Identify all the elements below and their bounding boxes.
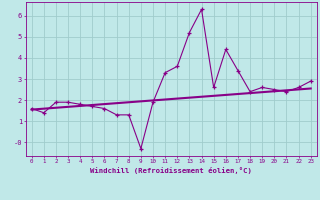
X-axis label: Windchill (Refroidissement éolien,°C): Windchill (Refroidissement éolien,°C) bbox=[90, 167, 252, 174]
